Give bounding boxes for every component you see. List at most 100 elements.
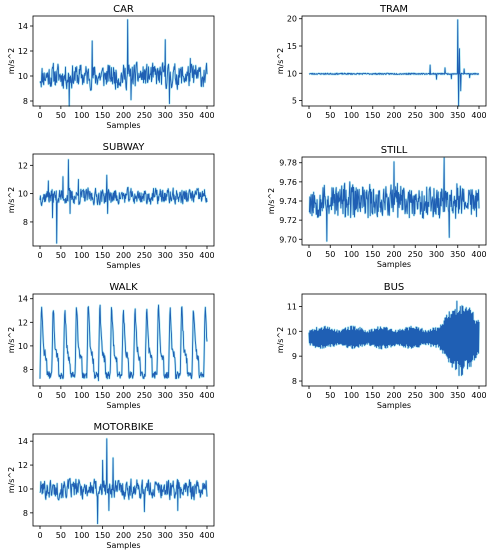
x-tick-label: 100	[344, 111, 359, 120]
x-tick-label: 250	[408, 391, 423, 400]
plot-frame	[32, 15, 215, 107]
chart-title: BUS	[384, 282, 405, 293]
y-axis-label: m/s^2	[7, 48, 16, 74]
x-tick-label: 200	[116, 391, 131, 400]
chart-title: TRAM	[379, 4, 408, 15]
x-tick-label: 400	[199, 391, 214, 400]
x-tick-label: 100	[344, 391, 359, 400]
y-tick-label: 5	[292, 97, 297, 106]
chart-tram: TRAM 0 50 100 150 200 250 300 350 400 5 10 15 20 m/s^2	[276, 4, 487, 120]
chart-title: MOTORBIKE	[93, 422, 153, 433]
x-tick-label: 0	[37, 531, 42, 540]
y-tick-label: 9.70	[279, 235, 297, 244]
series-line-glow	[38, 437, 209, 525]
y-tick-label: 8	[23, 97, 28, 106]
y-tick-label: 10	[287, 69, 297, 78]
y-tick-label: 9.72	[279, 216, 297, 225]
x-tick-label: 400	[471, 250, 486, 259]
y-tick-label: 20	[287, 15, 297, 24]
y-axis-label: m/s^2	[7, 327, 16, 353]
x-tick-label: 100	[74, 111, 89, 120]
y-tick-label: 9	[292, 352, 297, 361]
x-tick-label: 100	[74, 391, 89, 400]
x-tick-label: 350	[450, 391, 465, 400]
x-tick-label: 300	[158, 531, 173, 540]
x-tick-label: 50	[56, 111, 66, 120]
y-tick-label: 9.76	[279, 178, 297, 187]
x-axis-label: Samples	[377, 260, 411, 269]
chart-title: STILL	[381, 145, 408, 156]
y-tick-label: 9.74	[279, 197, 297, 206]
x-tick-label: 50	[56, 251, 66, 260]
y-axis-label: m/s^2	[267, 188, 276, 214]
x-tick-label: 150	[95, 111, 110, 120]
x-tick-label: 350	[178, 391, 193, 400]
x-axis-label: Samples	[377, 401, 411, 410]
y-tick-label: 12	[18, 318, 28, 327]
x-axis-label: Samples	[106, 261, 140, 270]
y-tick-label: 11	[287, 302, 297, 311]
y-tick-label: 12	[18, 47, 28, 56]
x-tick-label: 250	[137, 111, 152, 120]
x-tick-label: 400	[199, 111, 214, 120]
y-tick-label: 15	[287, 42, 297, 51]
y-tick-label: 10	[18, 72, 28, 81]
x-tick-label: 50	[325, 391, 335, 400]
series-line	[39, 159, 208, 244]
x-tick-label: 100	[74, 531, 89, 540]
x-tick-label: 250	[408, 250, 423, 259]
x-tick-label: 150	[95, 531, 110, 540]
x-tick-label: 300	[429, 391, 444, 400]
x-tick-label: 350	[178, 251, 193, 260]
x-tick-label: 200	[116, 531, 131, 540]
x-tick-label: 300	[158, 391, 173, 400]
chart-title: CAR	[113, 4, 134, 15]
y-tick-label: 9.78	[279, 159, 297, 168]
x-tick-label: 200	[386, 391, 401, 400]
chart-title: WALK	[109, 282, 138, 293]
y-axis-label: m/s^2	[276, 327, 285, 353]
x-tick-label: 100	[74, 251, 89, 260]
x-tick-label: 350	[178, 531, 193, 540]
x-tick-label: 0	[37, 111, 42, 120]
y-axis-label: m/s^2	[7, 467, 16, 493]
x-tick-label: 300	[158, 251, 173, 260]
series-line-glow	[308, 18, 480, 108]
x-tick-label: 200	[386, 111, 401, 120]
x-tick-label: 0	[37, 251, 42, 260]
y-tick-label: 10	[18, 485, 28, 494]
series-line	[39, 304, 208, 382]
x-tick-label: 350	[178, 111, 193, 120]
chart-motorbike: MOTORBIKE 0 50 100 150 200 250 300 350 400 8 10 12 14…	[7, 422, 215, 550]
chart-title: SUBWAY	[103, 142, 146, 153]
y-axis-label: m/s^2	[7, 187, 16, 213]
series-line	[308, 157, 480, 242]
x-axis-label: Samples	[106, 121, 140, 130]
x-tick-label: 200	[116, 251, 131, 260]
x-tick-label: 0	[306, 250, 311, 259]
x-tick-label: 150	[95, 391, 110, 400]
x-tick-label: 150	[365, 391, 380, 400]
x-tick-label: 0	[37, 391, 42, 400]
series-line	[308, 19, 480, 107]
series-line-glow	[38, 18, 209, 108]
x-axis-label: Samples	[106, 401, 140, 410]
y-tick-label: 8	[292, 377, 297, 386]
x-tick-label: 50	[325, 111, 335, 120]
plot-frame	[32, 433, 215, 527]
x-tick-label: 250	[137, 251, 152, 260]
x-tick-label: 300	[429, 111, 444, 120]
x-tick-label: 200	[116, 111, 131, 120]
y-tick-label: 12	[18, 461, 28, 470]
chart-still: STILL 0 50 100 150 200 250 300 350 400 9.70 9.72 9.7…	[267, 145, 487, 269]
y-tick-label: 8	[23, 218, 28, 227]
x-tick-label: 100	[344, 250, 359, 259]
y-tick-label: 10	[18, 342, 28, 351]
x-tick-label: 0	[306, 111, 311, 120]
y-tick-label: 10	[287, 327, 297, 336]
series-line	[308, 300, 480, 376]
x-tick-label: 150	[95, 251, 110, 260]
x-tick-label: 250	[408, 111, 423, 120]
y-tick-label: 10	[18, 190, 28, 199]
